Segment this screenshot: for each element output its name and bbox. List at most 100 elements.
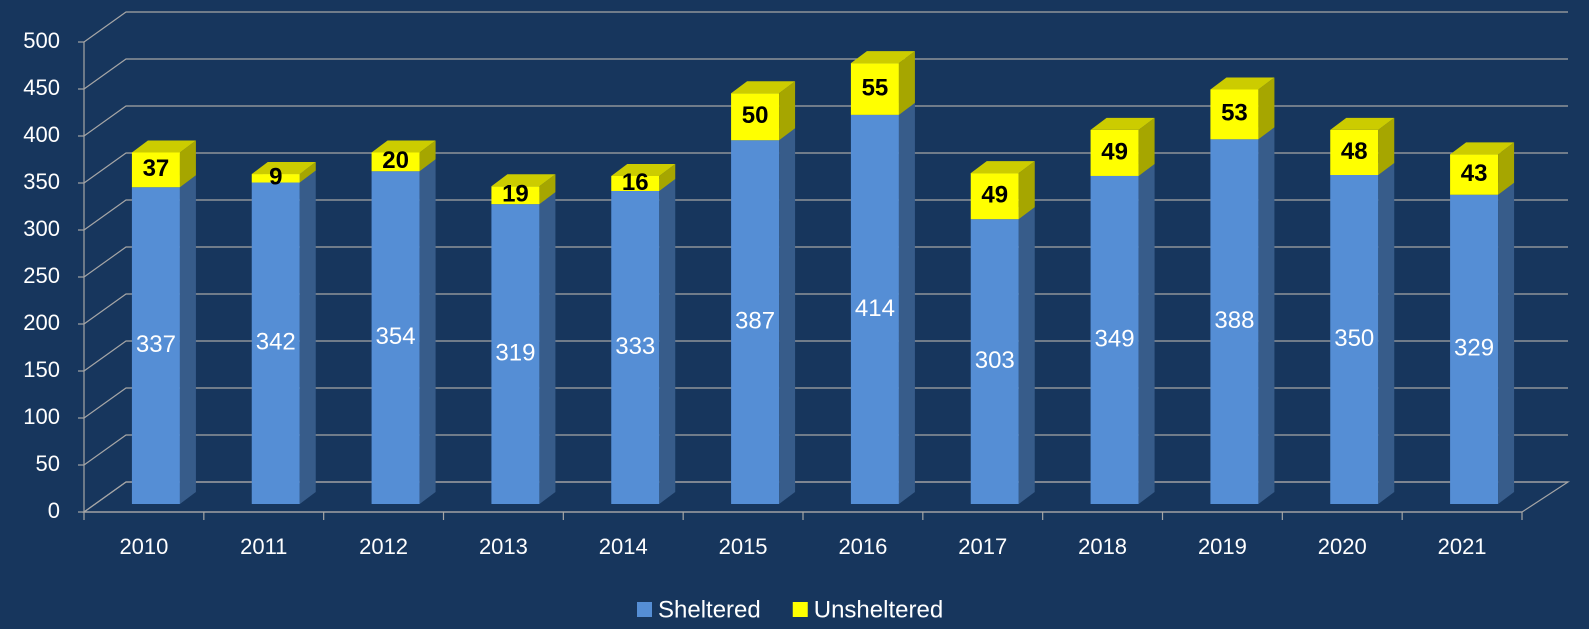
- bar-side: [1258, 77, 1275, 140]
- bar-top: [611, 163, 676, 176]
- bar-side: [1498, 142, 1515, 195]
- legend-swatch: [792, 602, 808, 617]
- bar-top: [1090, 117, 1155, 130]
- x-tick-label: 2018: [1078, 534, 1127, 559]
- bar-side: [419, 159, 436, 505]
- bar-side: [659, 163, 676, 191]
- data-label: 9: [269, 164, 282, 191]
- bar-side: [1138, 117, 1155, 176]
- data-label: 50: [742, 102, 769, 129]
- data-label: 337: [136, 331, 176, 358]
- bar-segment: [970, 161, 1035, 220]
- x-tick-label: 2014: [599, 534, 648, 559]
- bar-segment: [850, 51, 915, 115]
- data-label: 350: [1334, 325, 1374, 352]
- bar-side: [179, 175, 196, 504]
- bar-segment: [251, 162, 316, 183]
- bar-side: [1018, 207, 1035, 504]
- bar-side: [779, 128, 796, 504]
- bar-front: [970, 219, 1019, 504]
- bar-side: [419, 140, 436, 172]
- bar-front: [850, 114, 899, 504]
- grid-line: [83, 58, 1568, 90]
- bar-front: [1330, 175, 1379, 504]
- bar-side: [1378, 117, 1395, 175]
- bar-segment: [1210, 127, 1275, 504]
- x-tick-label: 2021: [1438, 534, 1487, 559]
- bar-top: [251, 162, 316, 175]
- bar-side: [1138, 163, 1155, 504]
- data-label: 349: [1095, 325, 1135, 352]
- bar-top: [1210, 77, 1275, 90]
- bar-segment: [1450, 182, 1515, 505]
- grid-line: [83, 387, 1568, 419]
- x-tick-label: 2015: [719, 534, 768, 559]
- bar-segment: [131, 140, 196, 188]
- data-label: 414: [855, 295, 895, 322]
- bar-segment: [1450, 142, 1515, 195]
- bar-front: [371, 152, 420, 172]
- bar-front: [1210, 89, 1259, 140]
- data-label: 354: [376, 323, 416, 350]
- grid-line: [83, 152, 1568, 184]
- grid-line: [83, 11, 1568, 43]
- y-tick-label: 150: [23, 357, 60, 382]
- data-label: 49: [981, 181, 1008, 208]
- bar-front: [251, 182, 300, 504]
- y-tick-label: 350: [23, 169, 60, 194]
- bar-front: [371, 171, 420, 505]
- bar-front: [1210, 139, 1259, 504]
- x-tick-label: 2012: [359, 534, 408, 559]
- grid-line: [83, 246, 1568, 278]
- data-label: 388: [1214, 307, 1254, 334]
- bar-top: [131, 140, 196, 153]
- grid-line: [83, 293, 1568, 325]
- data-label: 329: [1454, 335, 1494, 362]
- data-label: 303: [975, 347, 1015, 374]
- data-label: 49: [1101, 138, 1128, 165]
- bar-side: [1378, 163, 1395, 504]
- bar-segment: [491, 192, 556, 504]
- bar-front: [1330, 129, 1379, 175]
- x-tick-label: 2010: [119, 534, 168, 559]
- bar-front: [131, 187, 180, 504]
- bar-segment: [1330, 117, 1395, 175]
- bar-segment: [371, 140, 436, 172]
- bar-front: [1450, 154, 1499, 195]
- grid-line: [83, 340, 1568, 372]
- data-label: 53: [1221, 100, 1248, 127]
- bar-side: [1018, 161, 1035, 220]
- bar-segment: [491, 174, 556, 205]
- y-tick-label: 0: [48, 498, 60, 523]
- y-tick-label: 100: [23, 404, 60, 429]
- bar-segment: [731, 128, 796, 504]
- x-tick-label: 2016: [838, 534, 887, 559]
- x-tick-label: 2011: [240, 534, 287, 559]
- y-tick-label: 450: [23, 75, 60, 100]
- bar-top: [970, 161, 1035, 174]
- data-label: 55: [862, 74, 889, 101]
- bar-front: [131, 152, 180, 188]
- bar-top: [491, 174, 556, 187]
- data-label: 37: [143, 155, 170, 182]
- grid-line: [83, 481, 1568, 513]
- bar-segment: [1090, 117, 1155, 176]
- y-tick-label: 250: [23, 263, 60, 288]
- x-tick-label: 2017: [958, 534, 1007, 559]
- bar-top: [1450, 142, 1515, 155]
- y-tick-label: 300: [23, 216, 60, 241]
- bar-front: [611, 175, 660, 191]
- bar-front: [611, 190, 660, 505]
- bar-side: [898, 102, 915, 504]
- bar-side: [299, 170, 316, 504]
- grid-line: [83, 434, 1568, 466]
- data-label: 16: [622, 169, 649, 196]
- bar-segment: [251, 170, 316, 504]
- bar-segment: [611, 163, 676, 191]
- bar-front: [491, 186, 540, 205]
- bar-top: [731, 81, 796, 94]
- bar-front: [251, 174, 300, 183]
- data-label: 19: [502, 181, 529, 208]
- bar-segment: [611, 178, 676, 505]
